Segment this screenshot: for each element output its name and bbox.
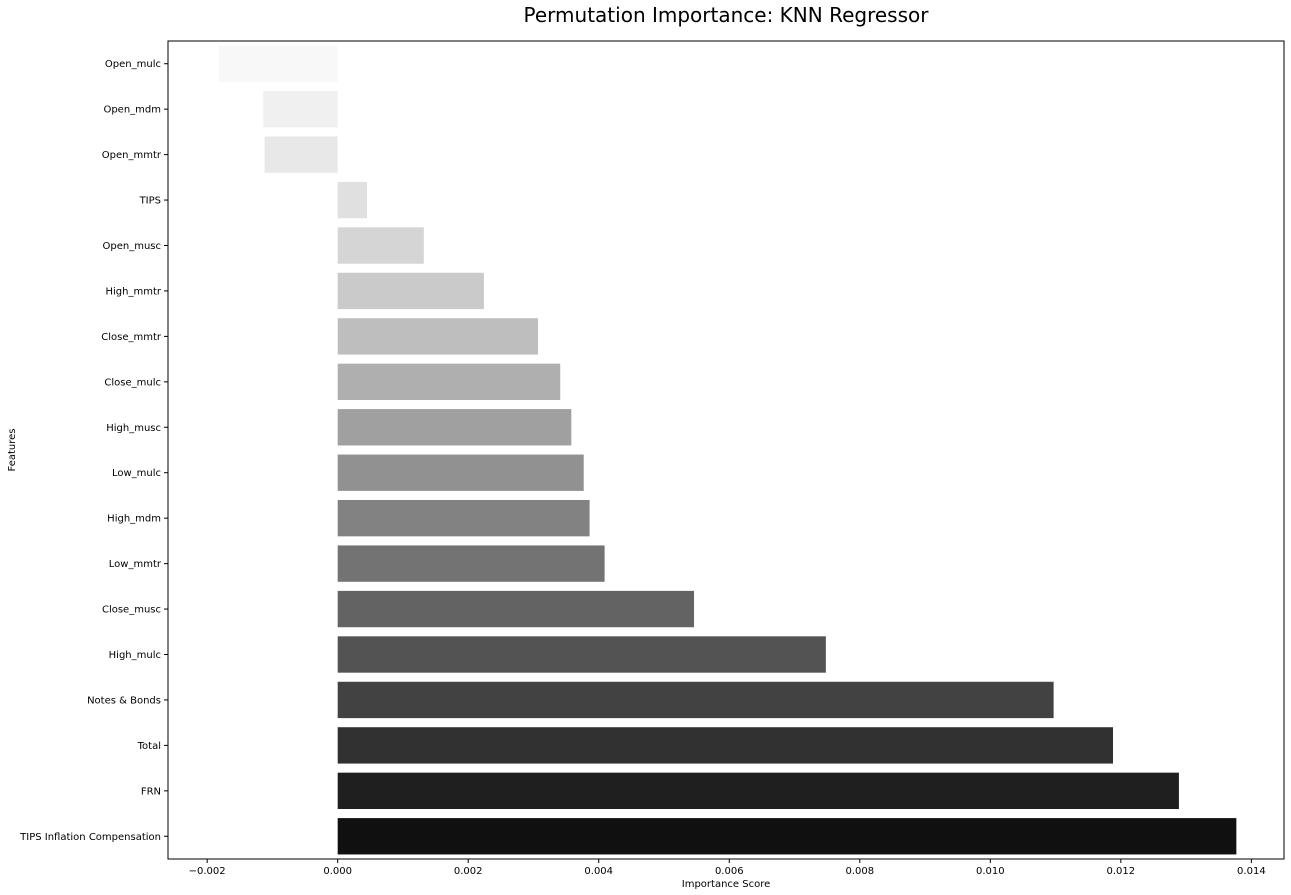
y-tick-label: TIPS (139, 196, 161, 207)
y-tick-label: Close_musc (102, 605, 161, 616)
x-axis: −0.002 0.000 0.002 0.004 0.006 0.008 0.010 0.01… (189, 859, 1266, 877)
y-tick-label: Notes & Bonds (87, 695, 161, 706)
x-tick-label: 0.000 (323, 866, 352, 877)
bar (337, 499, 590, 537)
bar (218, 45, 338, 82)
x-tick-label: 0.010 (976, 866, 1005, 877)
y-tick-label: Open_mmtr (102, 150, 162, 161)
y-tick-label: Close_mulc (104, 377, 161, 388)
bar (337, 636, 826, 673)
y-tick-label: Open_musc (103, 241, 162, 252)
y-tick-label: High_mmtr (106, 286, 162, 297)
y-tick-label: Total (137, 741, 161, 752)
bar (337, 545, 605, 582)
x-tick-label: 0.006 (715, 866, 744, 877)
y-axis: Open_mulc Open_mdm Open_mmtr TIPS Open_musc H… (19, 59, 168, 843)
x-tick-label: 0.008 (845, 866, 874, 877)
bar (337, 227, 424, 264)
x-tick-label: 0.012 (1107, 866, 1136, 877)
y-tick-label: High_mdm (107, 514, 161, 525)
bar (337, 454, 584, 491)
bar (337, 590, 695, 628)
bar (337, 727, 1114, 764)
bar (337, 318, 539, 355)
bar (337, 409, 572, 446)
bar (264, 136, 338, 173)
y-tick-label: TIPS Inflation Compensation (19, 832, 161, 843)
y-tick-label: Open_mdm (103, 105, 161, 116)
bar (337, 818, 1237, 855)
x-tick-label: 0.014 (1237, 866, 1266, 877)
y-tick-label: Close_mmtr (101, 332, 162, 343)
x-axis-label: Importance Score (682, 879, 771, 890)
chart-title: Permutation Importance: KNN Regressor (524, 3, 930, 27)
bar (337, 272, 484, 310)
y-axis-label: Features (7, 429, 18, 472)
y-tick-label: High_mulc (109, 650, 161, 661)
bars-layer (218, 45, 1237, 855)
y-tick-label: Open_mulc (105, 59, 161, 70)
x-tick-label: 0.002 (454, 866, 483, 877)
bar (337, 772, 1179, 810)
y-tick-label: High_musc (106, 423, 161, 434)
bar (263, 90, 338, 128)
y-tick-label: FRN (141, 786, 161, 797)
bar (337, 681, 1054, 719)
bar (337, 363, 561, 401)
y-tick-label: Low_mmtr (109, 559, 162, 570)
plot-frame (167, 40, 1285, 860)
x-tick-label: −0.002 (189, 866, 226, 877)
bar (337, 181, 368, 219)
x-tick-label: 0.004 (584, 866, 613, 877)
y-tick-label: Low_mulc (112, 468, 161, 479)
